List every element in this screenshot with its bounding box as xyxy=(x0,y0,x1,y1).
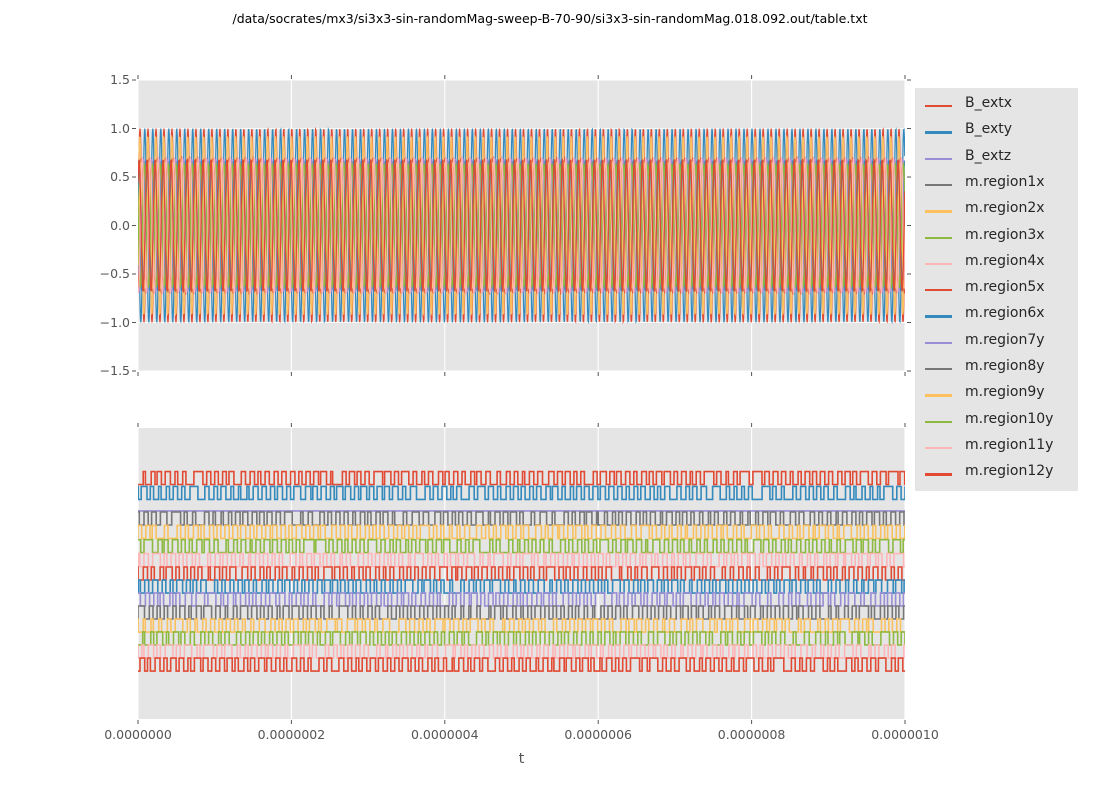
legend: B_extx B_exty B_extz m.region1x m.region2x m.… xyxy=(915,88,1078,491)
x-tick-label: 0.0000000 xyxy=(104,727,172,742)
series-line-m.region9y xyxy=(138,618,905,633)
legend-item: m.region7y xyxy=(915,330,1078,356)
series-line-m.region5x xyxy=(138,566,905,581)
tick-marks xyxy=(137,423,906,724)
legend-item-label: m.region6x xyxy=(965,305,1045,322)
x-tick-label: 0.0000008 xyxy=(717,727,786,742)
legend-item: m.region4x xyxy=(915,251,1078,277)
series-line-m.region9y xyxy=(138,160,905,291)
legend-line-swatch xyxy=(925,315,952,318)
legend-item: m.region12y xyxy=(915,461,1078,487)
series-line-m.region10y xyxy=(138,631,905,646)
legend-item: B_exty xyxy=(915,119,1078,145)
series-line-m.region4x xyxy=(138,552,905,568)
tick-marks xyxy=(132,75,911,376)
legend-item-label: B_extx xyxy=(965,95,1013,111)
legend-item: m.region11y xyxy=(915,435,1078,461)
legend-item-label: m.region2x xyxy=(965,200,1045,217)
series-lines xyxy=(138,126,905,325)
legend-item: m.region1x xyxy=(915,172,1078,198)
legend-item: m.region9y xyxy=(915,382,1078,408)
legend-line-swatch xyxy=(925,105,952,108)
legend-line-swatch xyxy=(925,210,952,213)
legend-item-label: m.region3x xyxy=(965,226,1045,243)
series-line-m.region6x xyxy=(138,158,905,293)
series-line-m.region8y xyxy=(138,605,905,620)
legend-item-label: m.region7y xyxy=(965,331,1045,348)
x-tick-label: 0.0000002 xyxy=(257,727,326,742)
legend-line-swatch xyxy=(925,341,952,345)
legend-item-label: m.region12y xyxy=(965,463,1054,480)
top-y-tick-label: −0.5 xyxy=(99,266,130,281)
x-tick-label: 0.0000004 xyxy=(410,727,479,742)
legend-line-swatch xyxy=(925,368,952,371)
series-line-m.region3x xyxy=(138,538,905,554)
legend-line-swatch xyxy=(925,236,952,239)
legend-line-swatch xyxy=(925,131,952,134)
series-line-m.region12y xyxy=(138,157,905,294)
top-y-tick-label: 1.5 xyxy=(110,72,130,87)
legend-item: m.region8y xyxy=(915,356,1078,382)
legend-item-label: m.region10y xyxy=(965,410,1054,427)
legend-item: m.region6x xyxy=(915,303,1078,329)
legend-item-label: m.region5x xyxy=(965,279,1045,296)
legend-line-swatch xyxy=(925,262,952,266)
x-tick-label: 0.0000010 xyxy=(871,727,939,742)
top-y-tick-label: −1.0 xyxy=(99,314,130,330)
legend-item-label: m.region11y xyxy=(965,436,1054,453)
legend-item-label: B_extz xyxy=(965,147,1012,164)
bottom-axes-plot-area xyxy=(137,423,906,724)
series-line-m.region6x xyxy=(138,579,905,594)
series-line-B_extx xyxy=(138,470,905,486)
legend-item: B_extx xyxy=(915,93,1078,119)
series-line-m.region12y xyxy=(138,657,905,672)
top-y-tick-label: 0.0 xyxy=(110,217,130,233)
legend-item: m.region2x xyxy=(915,198,1078,224)
legend-item-label: m.region1x xyxy=(965,173,1045,190)
series-line-m.region1x xyxy=(138,511,905,526)
legend-item-label: m.region8y xyxy=(965,358,1045,374)
legend-item: m.region10y xyxy=(915,409,1078,435)
series-lines xyxy=(138,470,905,672)
series-line-m.region11y xyxy=(138,155,905,296)
legend-line-swatch xyxy=(925,473,952,476)
legend-line-swatch xyxy=(925,394,952,397)
legend-line-swatch xyxy=(925,157,952,160)
series-line-m.region7y xyxy=(138,592,905,607)
legend-item: m.region3x xyxy=(915,225,1078,251)
legend-item: m.region5x xyxy=(915,277,1078,303)
top-y-tick-label: 1.0 xyxy=(110,120,130,136)
top-axes-plot-area xyxy=(132,75,911,376)
figure-title: /data/socrates/mx3/si3x3-sin-randomMag-s… xyxy=(232,11,868,26)
legend-line-swatch xyxy=(925,446,952,450)
legend-line-swatch xyxy=(925,420,952,423)
top-y-tick-label: −1.5 xyxy=(99,363,130,378)
series-line-B_exty xyxy=(138,485,905,501)
series-line-m.region2x xyxy=(138,524,905,540)
x-tick-label: 0.0000006 xyxy=(564,727,632,742)
x-axis-label: t xyxy=(518,751,525,767)
top-y-tick-label: 0.5 xyxy=(110,169,130,184)
legend-line-swatch xyxy=(925,289,952,292)
legend-line-swatch xyxy=(925,183,952,187)
legend-item-label: B_exty xyxy=(965,121,1013,138)
legend-item-label: m.region4x xyxy=(965,252,1045,269)
legend-item: B_extz xyxy=(915,146,1078,172)
series-line-m.region11y xyxy=(138,644,905,659)
top-plot-svg xyxy=(132,75,911,376)
legend-item-label: m.region9y xyxy=(965,384,1045,401)
bottom-plot-svg xyxy=(137,423,906,724)
